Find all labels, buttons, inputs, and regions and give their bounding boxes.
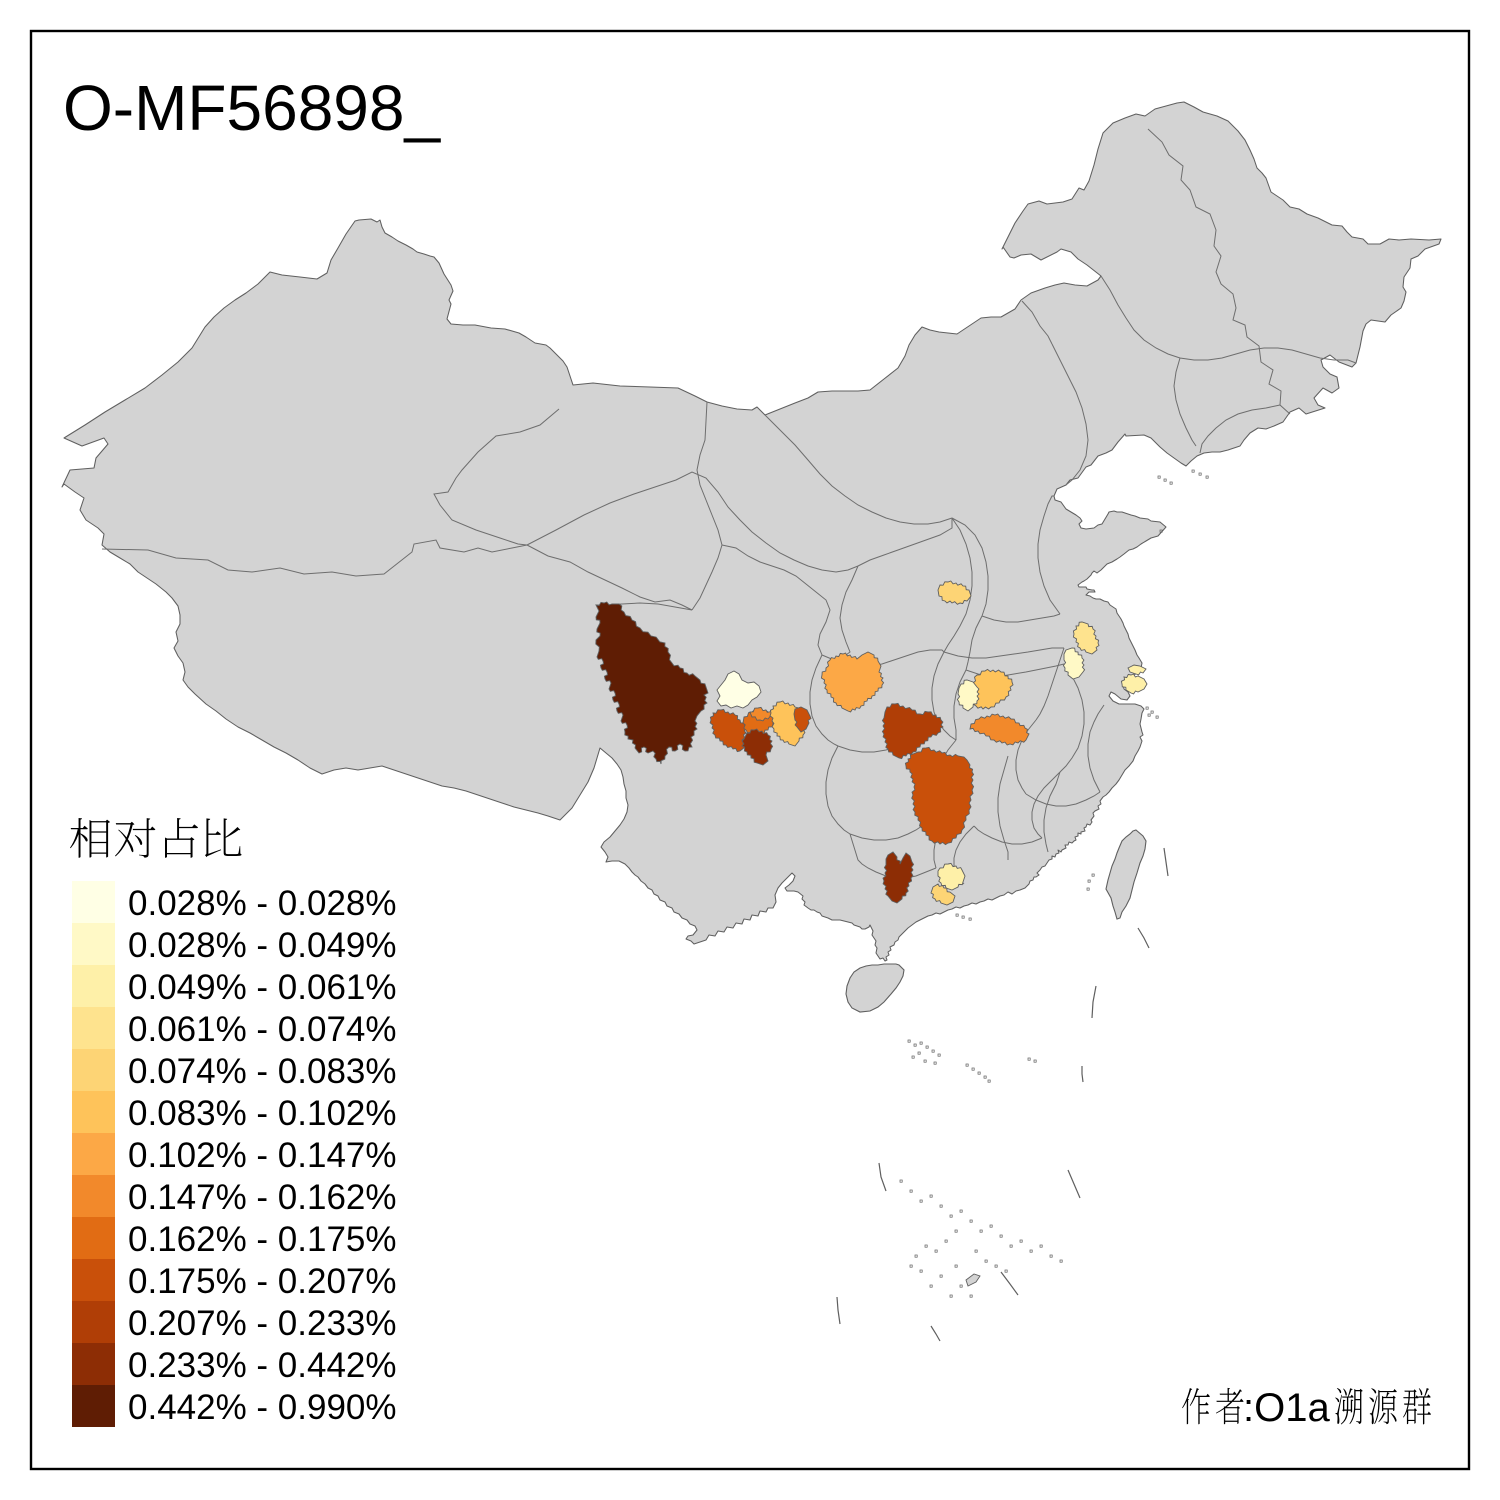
- svg-text:O-MF56898_: O-MF56898_: [63, 72, 441, 144]
- svg-text:0.233% - 0.442%: 0.233% - 0.442%: [128, 1346, 397, 1385]
- svg-text:0.074% - 0.083%: 0.074% - 0.083%: [128, 1052, 397, 1091]
- svg-text:0.102% - 0.147%: 0.102% - 0.147%: [128, 1136, 397, 1175]
- svg-text:0.162% - 0.175%: 0.162% - 0.175%: [128, 1220, 397, 1259]
- svg-text:0.061% - 0.074%: 0.061% - 0.074%: [128, 1010, 397, 1049]
- svg-text:0.207% - 0.233%: 0.207% - 0.233%: [128, 1304, 397, 1343]
- svg-text:0.049% - 0.061%: 0.049% - 0.061%: [128, 968, 397, 1007]
- svg-text:0.442% - 0.990%: 0.442% - 0.990%: [128, 1388, 397, 1427]
- svg-text:0.028% - 0.049%: 0.028% - 0.049%: [128, 926, 397, 965]
- svg-text:0.175% - 0.207%: 0.175% - 0.207%: [128, 1262, 397, 1301]
- svg-text:0.147% - 0.162%: 0.147% - 0.162%: [128, 1178, 397, 1217]
- svg-text::O1a: :O1a: [1243, 1386, 1330, 1430]
- svg-text:0.028% - 0.028%: 0.028% - 0.028%: [128, 884, 397, 923]
- svg-text:0.083% - 0.102%: 0.083% - 0.102%: [128, 1094, 397, 1133]
